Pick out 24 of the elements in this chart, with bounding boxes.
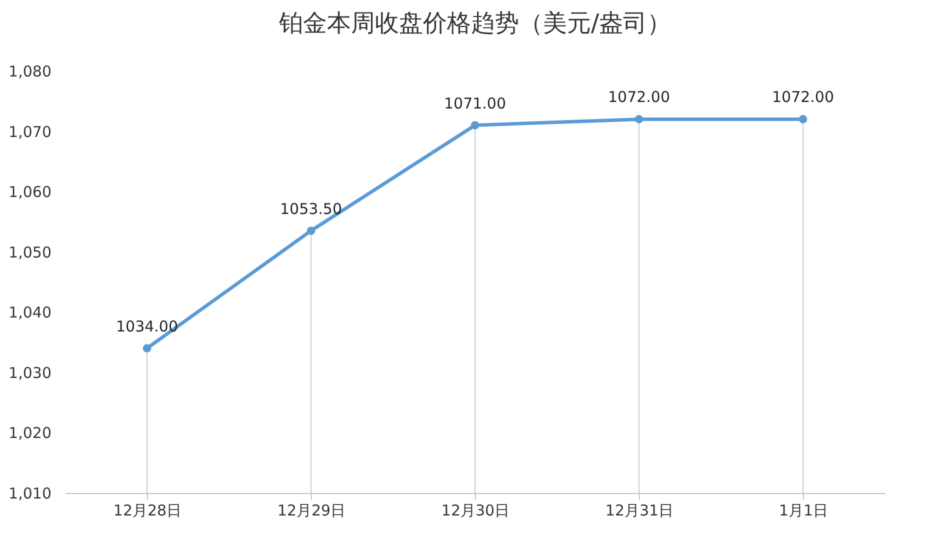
- data-label: 1071.00: [444, 94, 506, 112]
- x-tick-label: 12月30日: [441, 502, 510, 520]
- point: [470, 121, 480, 130]
- x-tick-label: 12月28日: [113, 502, 182, 520]
- point: [142, 344, 152, 352]
- x-tick-label: 1月1日: [778, 502, 828, 520]
- data-label: 1034.00: [116, 317, 178, 336]
- y-tick-label: 1,070: [8, 122, 52, 141]
- data-label: 1072.00: [608, 88, 670, 106]
- point: [798, 115, 808, 124]
- chart-title: 铂金本周收盘价格趋势（美元/盎司）: [278, 9, 672, 37]
- y-tick-label: 1,020: [8, 424, 52, 442]
- x-tick-label: 12月31日: [605, 502, 674, 520]
- y-tick-label: 1,040: [8, 304, 52, 322]
- y-tick-label: 1,080: [8, 62, 52, 80]
- y-tick-label: 1,010: [8, 484, 52, 502]
- y-tick-label: 1,050: [8, 243, 52, 262]
- data-label: 1072.00: [772, 88, 834, 106]
- point: [634, 115, 644, 124]
- y-tick-label: 1,060: [8, 183, 52, 202]
- x-tick-label: 12月29日: [277, 502, 346, 520]
- y-tick-label: 1,030: [8, 364, 52, 382]
- data-label: 1053.50: [280, 200, 342, 218]
- point: [306, 226, 316, 235]
